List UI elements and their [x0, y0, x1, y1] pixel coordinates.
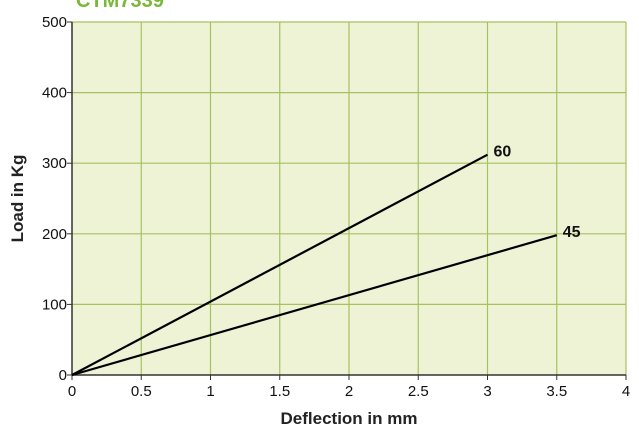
- y-tick-label: 200: [42, 226, 67, 243]
- series-label-60: 60: [494, 144, 512, 161]
- y-tick-label: 400: [42, 85, 67, 102]
- series-label-45: 45: [563, 224, 581, 241]
- x-tick-label: 3: [483, 383, 491, 400]
- x-tick-label: 0: [68, 383, 76, 400]
- x-axis-label: Deflection in mm: [281, 409, 418, 428]
- x-tick-label: 2: [345, 383, 353, 400]
- x-tick-label: 4: [622, 383, 630, 400]
- series-line-45: [71, 234, 558, 377]
- x-tick-label: 2.5: [408, 383, 429, 400]
- y-tick-label: 0: [59, 367, 67, 384]
- x-tick-label: 0.5: [131, 383, 152, 400]
- chart-title: CTM7339: [76, 0, 164, 12]
- series-line-60: [71, 153, 489, 376]
- grid-lines: [72, 21, 627, 375]
- y-tick-label: 300: [42, 155, 67, 172]
- tick-labels: 0 0.5 1 1.5 2 2.5 3 3.5 4 0 100 200 300 400 500: [42, 14, 630, 400]
- y-tick-label: 100: [42, 296, 67, 313]
- x-tick-label: 3.5: [546, 383, 567, 400]
- y-tick-label: 500: [42, 14, 67, 31]
- x-tick-label: 1: [206, 383, 214, 400]
- y-axis-label: Load in Kg: [8, 155, 27, 243]
- x-tick-label: 1.5: [269, 383, 290, 400]
- axes: [67, 21, 627, 380]
- series-lines: 60 45: [71, 144, 581, 377]
